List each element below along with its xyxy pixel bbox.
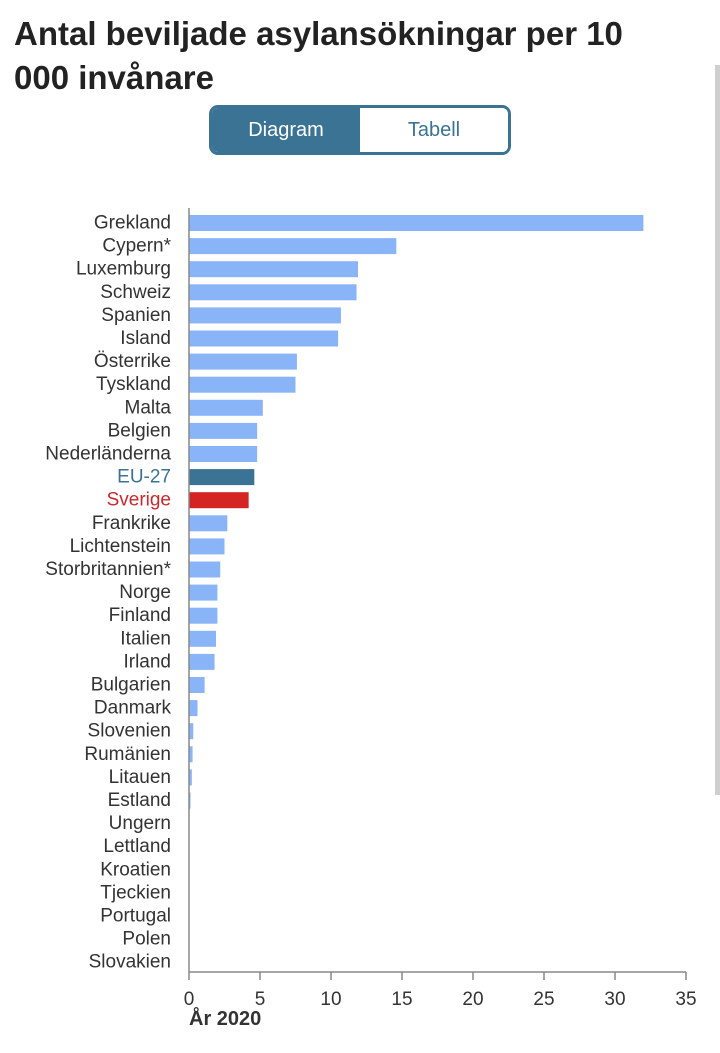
bar: [189, 607, 218, 624]
bar: [189, 238, 397, 255]
category-label: Slovenien: [88, 721, 171, 742]
bar: [189, 723, 194, 740]
category-label: Tjeckien: [100, 882, 171, 903]
bar: [189, 700, 198, 717]
bar: [189, 769, 192, 786]
category-label: Slovakien: [89, 952, 171, 973]
category-label: Frankrike: [92, 513, 171, 534]
scrollbar[interactable]: [715, 65, 720, 795]
category-label: Island: [120, 328, 171, 349]
category-label: Bulgarien: [91, 675, 171, 696]
bar: [189, 538, 225, 555]
bar: [189, 376, 296, 393]
category-label: Kroatien: [100, 859, 171, 880]
bar: [189, 677, 205, 693]
x-tick-label: 30: [604, 989, 625, 1010]
category-label: Litauen: [109, 767, 171, 788]
category-label: Malta: [125, 397, 172, 418]
category-label: Sverige: [107, 490, 171, 511]
bar: [189, 469, 255, 486]
category-label: Österrike: [94, 351, 171, 372]
chart-title: Antal beviljade asylansökningar per 10 0…: [14, 15, 623, 96]
category-label: Schweiz: [100, 282, 171, 303]
bar: [189, 307, 341, 324]
category-label: Portugal: [100, 906, 171, 927]
x-tick-label: 35: [675, 989, 696, 1010]
category-label: Estland: [108, 790, 171, 811]
bar: [189, 330, 339, 347]
bar: [189, 561, 221, 578]
category-label: Polen: [122, 929, 171, 950]
category-label: Irland: [123, 651, 171, 672]
x-tick-label: 10: [320, 989, 341, 1010]
bar: [189, 284, 357, 301]
category-label: Ungern: [109, 813, 171, 834]
x-tick-label: 20: [462, 989, 483, 1010]
category-label: Lichtenstein: [70, 536, 171, 557]
diagram-tab[interactable]: Diagram: [212, 108, 360, 152]
x-tick-label: 0: [184, 989, 195, 1010]
bar: [189, 653, 215, 670]
category-label: Finland: [109, 605, 171, 626]
category-label: Tyskland: [96, 374, 171, 395]
bar: [189, 584, 218, 601]
bar: [189, 746, 193, 763]
table-tab[interactable]: Tabell: [360, 108, 508, 152]
bar: [189, 399, 263, 416]
bar: [189, 492, 249, 509]
category-label: Luxemburg: [76, 259, 171, 280]
x-tick-label: 5: [255, 989, 266, 1010]
category-label: EU-27: [117, 467, 171, 488]
category-label: Grekland: [94, 213, 171, 234]
category-label: Rumänien: [84, 744, 171, 765]
x-tick-label: 25: [533, 989, 554, 1010]
bar: [189, 215, 644, 231]
category-label: Spanien: [101, 305, 171, 326]
category-label: Lettland: [103, 836, 171, 857]
bar: [189, 353, 297, 370]
category-label: Norge: [119, 582, 171, 603]
category-label: Nederländerna: [45, 444, 171, 465]
x-axis-label: År 2020: [189, 1008, 262, 1030]
category-label: Italien: [120, 628, 171, 649]
bar: [189, 630, 216, 647]
category-label: Belgien: [108, 420, 171, 441]
view-toggle: Diagram Tabell: [209, 105, 511, 155]
x-tick-label: 15: [391, 989, 412, 1010]
bar: [189, 515, 228, 532]
category-label: Danmark: [94, 698, 172, 719]
category-label: Cypern*: [102, 236, 171, 257]
bar: [189, 446, 258, 462]
bar: [189, 261, 358, 278]
bar: [189, 422, 258, 439]
category-label: Storbritannien*: [45, 559, 171, 580]
